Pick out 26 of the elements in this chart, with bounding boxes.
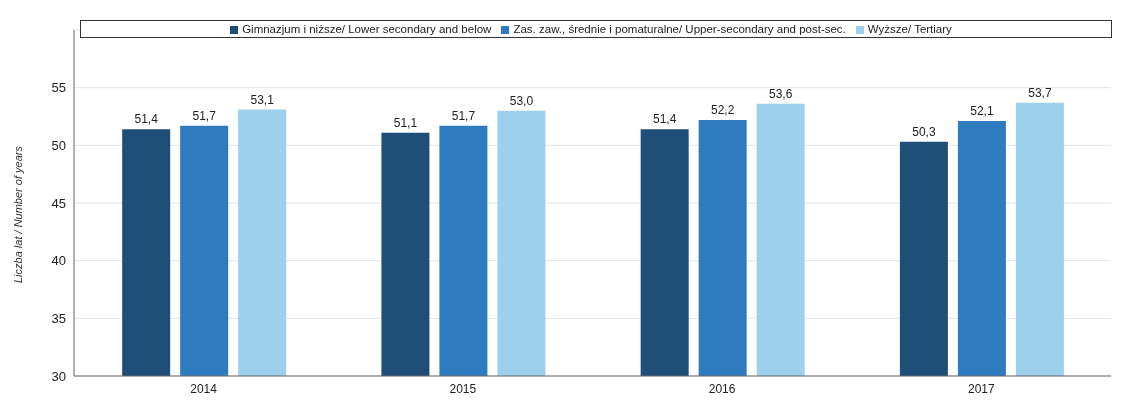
x-tick-label: 2015: [449, 381, 477, 396]
data-label: 51,4: [652, 112, 677, 127]
y-tick-label: 55: [51, 80, 66, 96]
data-label: 52,1: [970, 104, 994, 119]
data-label: 51,4: [134, 112, 159, 127]
legend-label: Gimnazjum i niższe/ Lower secondary and below: [242, 23, 492, 35]
y-tick-label: 45: [51, 195, 66, 211]
x-tick-label: 2016: [708, 381, 736, 396]
data-label: 50,3: [912, 124, 936, 139]
y-tick-label: 40: [51, 253, 66, 269]
data-label: 53,1: [250, 92, 275, 107]
data-label: 53,0: [509, 93, 534, 108]
data-label: 53,6: [768, 86, 793, 101]
y-tick-label: 30: [51, 368, 66, 384]
data-label: 51,7: [192, 108, 217, 123]
legend-label: Wyższe/ Tertiary: [867, 23, 952, 35]
data-label: 53,7: [1028, 85, 1052, 100]
legend-label: Zas. zaw., średnie i pomaturalne/ Upper-secondary and post-sec.: [513, 23, 846, 35]
x-tick-label: 2017: [968, 381, 996, 396]
data-label: 52,2: [710, 102, 735, 117]
data-label: 51,7: [451, 108, 476, 123]
y-tick-label: 50: [51, 137, 66, 153]
data-label: 51,1: [393, 115, 418, 130]
y-tick-label: 35: [51, 310, 66, 326]
y-axis-title: Liczba lat / Number of years: [11, 145, 24, 283]
x-tick-label: 2014: [190, 381, 218, 396]
